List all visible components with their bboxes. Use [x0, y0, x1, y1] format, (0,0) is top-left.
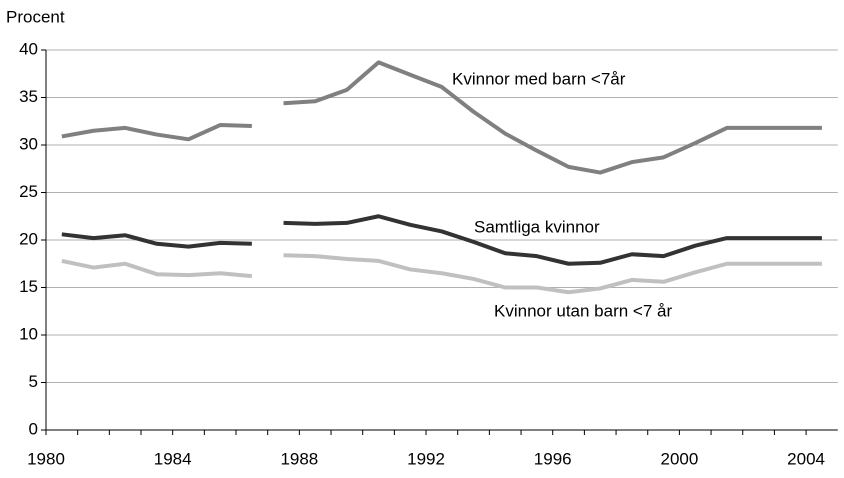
series-annotation: Samtliga kvinnor — [474, 217, 600, 236]
y-tick-label: 15 — [19, 277, 38, 296]
series-annotation: Kvinnor utan barn <7 år — [494, 301, 672, 320]
x-tick-label: 2004 — [787, 449, 825, 468]
series-line — [61, 232, 252, 249]
y-tick-label: 5 — [29, 372, 38, 391]
x-tick-label: 1988 — [280, 449, 318, 468]
series-line — [61, 123, 252, 142]
y-tick-label: 0 — [29, 419, 38, 438]
y-tick-label: 20 — [19, 229, 38, 248]
y-tick-label: 10 — [19, 324, 38, 343]
series-line — [283, 60, 822, 175]
y-tick-label: 35 — [19, 87, 38, 106]
y-tick-label: 30 — [19, 134, 38, 153]
x-tick-label: 2000 — [660, 449, 698, 468]
x-tick-label: 1996 — [534, 449, 572, 468]
y-axis-label: Procent — [6, 7, 65, 26]
y-tick-label: 25 — [19, 182, 38, 201]
series-line — [61, 258, 253, 279]
series-line — [283, 253, 822, 295]
series-line — [283, 214, 822, 266]
y-tick-label: 40 — [19, 39, 38, 58]
series-annotation: Kvinnor med barn <7år — [452, 69, 626, 88]
x-tick-label: 1980 — [27, 449, 65, 468]
x-tick-label: 1992 — [407, 449, 445, 468]
x-tick-label: 1984 — [154, 449, 192, 468]
